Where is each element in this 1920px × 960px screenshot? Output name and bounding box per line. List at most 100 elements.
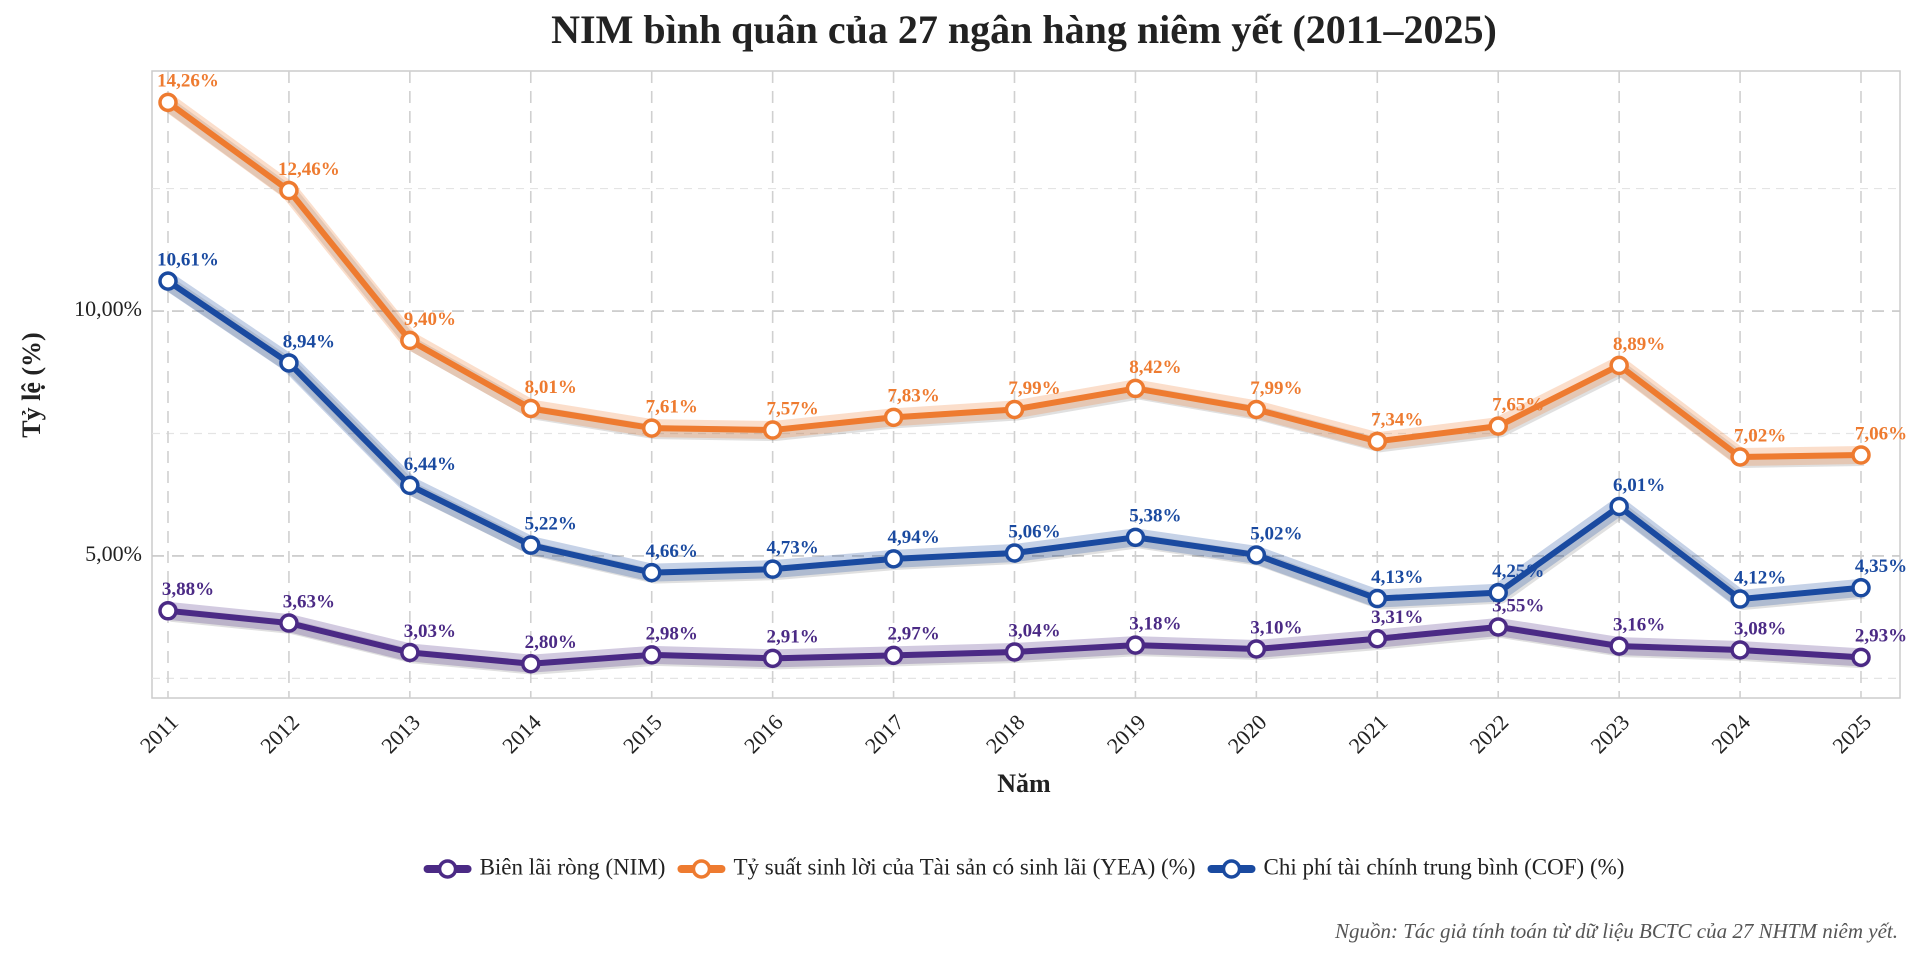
point-marker xyxy=(1609,496,1629,517)
point-marker xyxy=(158,271,178,291)
point-marker xyxy=(1125,635,1146,655)
y-tick-label: 5,00% xyxy=(85,541,142,566)
point-marker xyxy=(1367,431,1388,452)
chart-title: NIM bình quân của 27 ngân hàng niêm yết … xyxy=(551,7,1497,52)
legend: Biên lãi ròng (NIM) Tỷ suất sinh lời của … xyxy=(423,854,1625,879)
data-label: 3,55% xyxy=(1492,595,1544,616)
point-marker xyxy=(641,418,662,438)
legend-label: Biên lãi ròng (NIM) xyxy=(480,854,666,879)
legend-marker xyxy=(691,859,712,879)
x-tick-label: 2011 xyxy=(135,709,183,757)
point-marker xyxy=(762,420,783,440)
point-marker xyxy=(883,407,904,428)
point-marker xyxy=(158,601,178,621)
data-label: 7,99% xyxy=(1008,378,1060,399)
point-marker xyxy=(1246,639,1267,659)
point-marker xyxy=(521,398,541,419)
data-label: 5,22% xyxy=(525,514,577,535)
point-marker xyxy=(762,559,783,579)
point-marker xyxy=(1367,628,1388,649)
data-label: 3,04% xyxy=(1008,620,1060,641)
data-label: 3,03% xyxy=(404,621,456,642)
data-label: 4,13% xyxy=(1371,567,1423,588)
point-marker xyxy=(279,180,299,201)
data-label: 12,46% xyxy=(278,159,340,180)
data-label: 3,08% xyxy=(1734,618,1786,639)
point-marker xyxy=(1246,545,1267,565)
data-label: 7,57% xyxy=(767,398,819,419)
data-label: 8,89% xyxy=(1613,334,1665,355)
plot-frame xyxy=(151,70,1901,699)
data-label: 7,34% xyxy=(1371,410,1423,431)
point-marker xyxy=(521,535,541,555)
data-label: 7,06% xyxy=(1855,423,1907,444)
data-label: 5,06% xyxy=(1008,521,1060,542)
data-label: 4,35% xyxy=(1855,556,1907,577)
point-marker xyxy=(641,645,662,665)
legend-label: Tỷ suất sinh lời của Tài sản có sinh lãi… xyxy=(733,854,1195,879)
data-label: 7,65% xyxy=(1492,394,1544,415)
point-marker xyxy=(883,645,904,666)
data-label: 2,91% xyxy=(767,627,819,648)
point-marker xyxy=(400,475,420,496)
data-label: 5,38% xyxy=(1129,506,1181,527)
point-marker xyxy=(762,648,783,669)
point-marker xyxy=(1730,640,1750,660)
data-label: 3,88% xyxy=(162,579,214,600)
data-label: 9,40% xyxy=(404,309,456,330)
data-label: 14,26% xyxy=(157,71,219,92)
x-tick-label: 2025 xyxy=(1827,709,1876,758)
x-tick-label: 2021 xyxy=(1344,709,1393,758)
point-marker xyxy=(1730,447,1750,467)
data-label: 3,31% xyxy=(1371,607,1423,628)
data-label: 8,42% xyxy=(1129,357,1181,378)
x-tick-label: 2022 xyxy=(1465,709,1514,758)
data-label: 7,83% xyxy=(887,386,939,407)
point-marker xyxy=(158,92,178,113)
x-tick-label: 2019 xyxy=(1102,709,1151,758)
point-marker xyxy=(1730,589,1750,609)
point-marker xyxy=(1004,543,1025,563)
x-tick-label: 2016 xyxy=(739,709,788,758)
point-marker xyxy=(1125,527,1146,548)
source-note: Nguồn: Tác giả tính toán từ dữ liệu BCTC… xyxy=(1334,919,1898,943)
data-label: 4,12% xyxy=(1734,567,1786,588)
data-label: 8,94% xyxy=(283,331,335,352)
data-label: 3,63% xyxy=(283,591,335,612)
data-label: 4,25% xyxy=(1492,561,1544,582)
x-tick-label: 2020 xyxy=(1223,709,1272,758)
point-marker xyxy=(1246,399,1267,420)
point-marker xyxy=(883,549,904,569)
x-tick-label: 2018 xyxy=(981,709,1030,758)
legend-label: Chi phí tài chính trung bình (COF) (%) xyxy=(1264,854,1625,879)
x-tick-label: 2023 xyxy=(1585,709,1634,758)
point-marker xyxy=(1004,399,1025,420)
data-label: 6,44% xyxy=(404,454,456,475)
point-marker xyxy=(1851,445,1871,465)
point-marker xyxy=(1488,416,1508,436)
point-marker xyxy=(1851,647,1871,668)
data-label: 7,02% xyxy=(1734,425,1786,446)
point-marker xyxy=(279,613,299,633)
data-label: 3,16% xyxy=(1613,614,1665,635)
point-marker xyxy=(1488,582,1508,603)
data-label: 2,93% xyxy=(1855,626,1907,647)
data-label: 6,01% xyxy=(1613,475,1665,496)
point-marker xyxy=(1004,642,1025,662)
point-marker xyxy=(521,653,541,674)
y-axis-label: Tỷ lệ (%) xyxy=(17,332,46,437)
data-label: 4,73% xyxy=(767,538,819,559)
point-marker xyxy=(1851,578,1871,598)
point-marker xyxy=(641,562,662,583)
data-label: 3,18% xyxy=(1129,613,1181,634)
x-tick-label: 2012 xyxy=(255,709,304,758)
point-marker xyxy=(400,330,420,351)
data-label: 2,97% xyxy=(887,624,939,645)
x-tick-label: 2017 xyxy=(860,709,909,758)
legend-marker xyxy=(437,859,458,879)
point-marker xyxy=(1367,588,1388,609)
data-label: 4,94% xyxy=(887,527,939,548)
point-marker xyxy=(1609,355,1629,376)
